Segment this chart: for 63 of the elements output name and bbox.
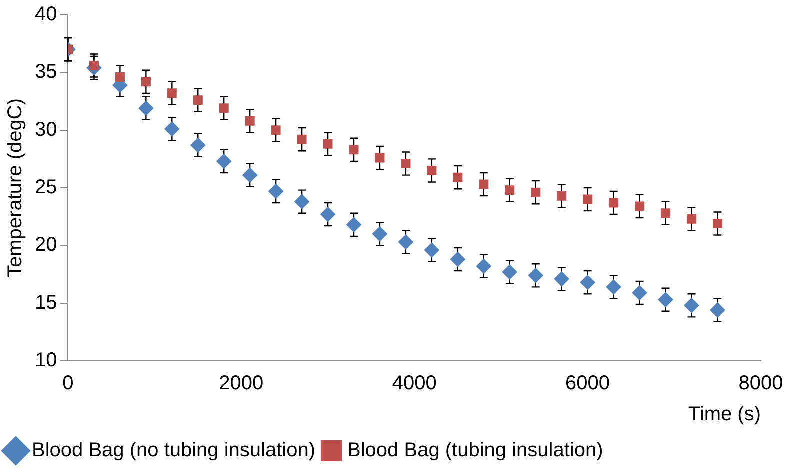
point — [190, 138, 206, 153]
point — [531, 188, 541, 198]
point — [141, 77, 151, 87]
point — [661, 208, 670, 218]
point — [632, 285, 648, 300]
point — [476, 258, 492, 274]
point — [453, 172, 463, 182]
point — [606, 280, 622, 295]
point — [346, 217, 362, 232]
x-tick-label: 6000 — [566, 372, 610, 395]
y-tick-label: 40 — [34, 4, 58, 26]
point — [528, 268, 544, 284]
point — [164, 122, 180, 137]
x-tick-label: 0 — [62, 372, 74, 395]
y-tick-label: 25 — [34, 176, 58, 199]
point — [635, 202, 645, 212]
point — [398, 234, 414, 250]
point — [193, 96, 203, 106]
y-tick-label: 35 — [34, 61, 58, 84]
point — [372, 226, 388, 242]
point — [712, 219, 722, 228]
point — [479, 180, 489, 190]
y-axis-title: Temperature (degC) — [4, 98, 27, 278]
point — [294, 194, 310, 210]
point — [583, 194, 593, 204]
point — [401, 159, 411, 169]
x-tick-label: 2000 — [219, 372, 264, 395]
point — [138, 100, 154, 116]
point — [297, 134, 307, 144]
point — [242, 168, 258, 183]
point — [349, 145, 359, 155]
point — [268, 184, 284, 199]
y-tick-label: 15 — [34, 292, 58, 314]
point — [245, 116, 255, 126]
y-tick-label: 20 — [34, 234, 58, 256]
point — [320, 207, 336, 222]
point — [502, 264, 518, 280]
point — [557, 191, 567, 201]
point — [424, 242, 440, 258]
point — [427, 166, 437, 176]
point — [115, 72, 125, 82]
point — [167, 88, 177, 98]
x-axis-title: Time (s) — [688, 404, 761, 426]
point — [554, 272, 570, 287]
x-tick-label: 8000 — [738, 372, 784, 395]
point — [684, 298, 700, 314]
point — [658, 292, 674, 308]
point — [580, 275, 596, 290]
point — [219, 104, 229, 114]
y-tick-label: 30 — [34, 118, 58, 141]
point — [271, 126, 281, 136]
legend-label: Blood Bag (tubing insulation) — [348, 440, 604, 462]
y-tick-label: 10 — [34, 350, 58, 372]
legend-label: Blood Bag (no tubing insulation) — [32, 440, 316, 462]
point — [450, 252, 466, 268]
point — [375, 153, 385, 163]
point — [686, 214, 696, 224]
x-tick-label: 4000 — [392, 372, 437, 395]
point — [216, 154, 232, 169]
point — [609, 198, 619, 208]
point — [710, 302, 726, 318]
point — [323, 139, 333, 149]
point — [505, 186, 515, 196]
